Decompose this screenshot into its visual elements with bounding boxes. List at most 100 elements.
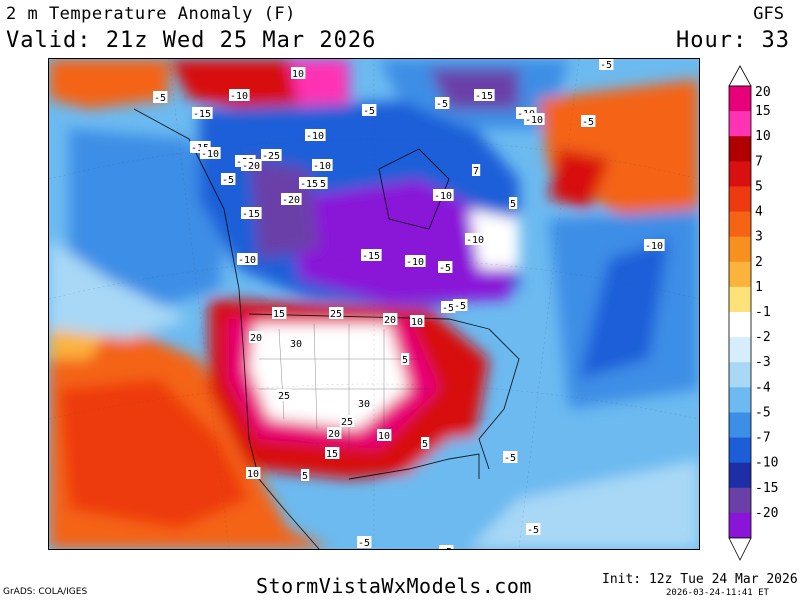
- contour-label: 25: [329, 307, 344, 320]
- legend-label: 3: [755, 230, 763, 245]
- legend-label: -3: [755, 355, 771, 370]
- svg-text:-5: -5: [504, 453, 516, 464]
- svg-text:-20: -20: [242, 161, 260, 172]
- contour-label: 5: [421, 437, 430, 450]
- field-arctic-magenta: [289, 59, 349, 109]
- svg-text:15: 15: [273, 309, 285, 320]
- legend-label: 20: [755, 85, 771, 100]
- contour-label: 15: [272, 307, 287, 320]
- generated-timestamp: 2026-03-24-11:41 ET: [666, 588, 769, 598]
- contour-label: 30: [357, 397, 372, 410]
- svg-text:10: 10: [247, 469, 259, 480]
- svg-text:-10: -10: [313, 161, 331, 172]
- svg-text:7: 7: [473, 166, 479, 177]
- legend-label: 7: [755, 154, 763, 169]
- meridian-3: [518, 59, 580, 549]
- legend-swatch: [729, 487, 751, 514]
- contour-label: -15: [474, 89, 495, 102]
- contour-label: -5: [599, 59, 614, 71]
- svg-text:25: 25: [341, 417, 353, 428]
- contour-label: 5: [509, 197, 518, 210]
- contour-label: -10: [433, 189, 454, 202]
- svg-text:-20: -20: [282, 195, 300, 206]
- contour-label: -5: [526, 523, 541, 536]
- contour-label: -5: [153, 91, 168, 104]
- contour-label: -5: [357, 536, 372, 549]
- svg-text:-5: -5: [600, 60, 612, 71]
- coastlines: [133, 108, 520, 549]
- lat-lon-grid: [49, 59, 699, 549]
- field-canada-core: [469, 209, 519, 269]
- legend-label: -10: [755, 456, 778, 471]
- svg-text:25: 25: [278, 391, 290, 402]
- contour-label: -10: [200, 147, 221, 160]
- contour-label: -5: [435, 97, 450, 110]
- legend-swatch: [729, 462, 751, 489]
- model-name: GFS: [753, 4, 784, 24]
- legend-swatch: [729, 286, 751, 313]
- svg-text:-15: -15: [242, 209, 260, 220]
- svg-text:-10: -10: [201, 149, 219, 160]
- forecast-hour: Hour: 33: [676, 28, 790, 53]
- contour-label: -10: [405, 255, 426, 268]
- svg-text:-5: -5: [222, 175, 234, 186]
- svg-text:-10: -10: [230, 91, 248, 102]
- field-pacific-warm-core: [59, 379, 249, 529]
- contour-label: 20: [383, 313, 398, 326]
- svg-text:-15: -15: [362, 251, 380, 262]
- contour-label: 10: [410, 315, 425, 328]
- legend-label: -15: [755, 481, 778, 496]
- valid-time: Valid: 21z Wed 25 Mar 2026: [6, 28, 377, 53]
- svg-text:-10: -10: [466, 235, 484, 246]
- field-greenland-warm-core: [549, 149, 609, 209]
- contour-label: -25: [261, 149, 282, 162]
- east-coast: [478, 328, 520, 470]
- map-title: 2 m Temperature Anomaly (F): [6, 4, 296, 24]
- contour-label: -5: [503, 451, 518, 464]
- contour-label: 7: [472, 164, 481, 177]
- contour-label: -15: [361, 249, 382, 262]
- legend-swatch: [729, 111, 751, 137]
- anomaly-legend: 20 15 10 7 5 4 3 2 1 -1 -2 -3 -4 -5 -7 -10 -15 -20: [728, 65, 778, 561]
- contour-label: 10: [377, 429, 392, 442]
- legend-label: -20: [755, 506, 778, 521]
- svg-text:20: 20: [328, 429, 340, 440]
- legend-arrow-bottom: [728, 537, 752, 561]
- svg-text:-5: -5: [454, 301, 466, 312]
- contour-label: -10: [312, 159, 333, 172]
- contour-label: -10: [229, 89, 250, 102]
- contour-label: 5: [301, 469, 310, 482]
- contour-label: -10: [644, 239, 665, 252]
- legend-swatch: [729, 136, 751, 162]
- legend-swatches: [728, 65, 752, 561]
- svg-text:-5: -5: [582, 117, 594, 128]
- svg-text:-10: -10: [306, 131, 324, 142]
- svg-text:5: 5: [402, 355, 408, 366]
- svg-text:25: 25: [330, 309, 342, 320]
- contour-label: -10: [524, 113, 545, 126]
- contour-label: -5: [581, 115, 596, 128]
- svg-text:-15: -15: [475, 91, 493, 102]
- contour-label: 15: [325, 447, 340, 460]
- svg-text:10: 10: [411, 317, 423, 328]
- legend-arrow-top: [728, 65, 752, 87]
- contour-label: -10: [237, 253, 258, 266]
- hudson-bay: [378, 148, 450, 230]
- svg-text:-5: -5: [154, 93, 166, 104]
- site-name: StormVistaWxModels.com: [256, 574, 532, 598]
- field-arctic-warm-west: [49, 59, 169, 109]
- svg-text:-25: -25: [262, 151, 280, 162]
- legend-label: 15: [755, 104, 771, 119]
- contour-label: -5: [441, 301, 456, 314]
- legend-swatch: [729, 437, 751, 464]
- svg-text:10: 10: [292, 69, 304, 80]
- legend-swatch: [729, 362, 751, 388]
- temperature-anomaly-map: 10-5-10-15-5-5-15-10-20-10-25-20-5-10-15…: [48, 58, 700, 550]
- contour-label: -5: [362, 104, 377, 117]
- svg-text:-5: -5: [527, 525, 539, 536]
- legend-swatch: [729, 211, 751, 238]
- legend-label: 10: [755, 129, 771, 144]
- svg-text:-5: -5: [358, 538, 370, 549]
- contour-label: -5: [439, 545, 454, 549]
- legend-label: 1: [755, 280, 763, 295]
